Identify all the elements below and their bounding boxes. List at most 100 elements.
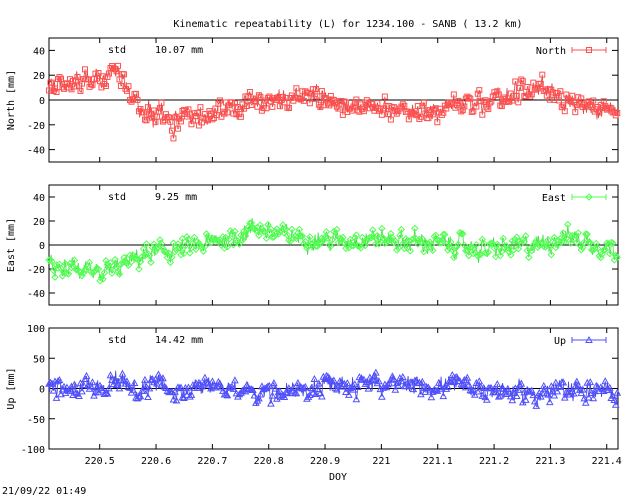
- up-marker: [479, 383, 488, 391]
- east-marker: [567, 239, 575, 247]
- north-marker: [171, 114, 178, 121]
- east-marker: [160, 248, 169, 256]
- up-marker: [346, 384, 355, 392]
- north-y-tick-label: -20: [27, 121, 45, 132]
- east-marker: [279, 221, 287, 229]
- up-marker: [214, 377, 223, 385]
- east-marker: [367, 233, 376, 242]
- north-marker: [590, 97, 597, 104]
- north-marker: [360, 108, 367, 115]
- north-marker: [476, 87, 483, 94]
- up-marker: [88, 378, 97, 386]
- east-y-tick-label: 0: [39, 241, 45, 252]
- east-marker: [613, 253, 621, 262]
- up-marker: [298, 384, 307, 392]
- up-marker: [566, 388, 575, 396]
- east-marker: [525, 253, 533, 262]
- up-marker: [124, 382, 133, 391]
- north-marker: [132, 90, 139, 97]
- north-marker: [614, 110, 621, 117]
- east-marker: [391, 237, 400, 245]
- up-marker: [452, 373, 461, 381]
- up-marker: [195, 378, 203, 386]
- east-marker: [295, 225, 304, 234]
- east-marker: [585, 238, 593, 247]
- up-marker: [574, 381, 583, 389]
- up-marker: [313, 384, 322, 392]
- up-marker: [103, 389, 112, 397]
- east-marker: [441, 230, 449, 239]
- up-marker: [187, 390, 196, 398]
- east-marker: [333, 225, 341, 234]
- up-marker: [521, 395, 530, 403]
- east-marker: [415, 235, 424, 244]
- up-marker: [153, 379, 161, 387]
- north-marker: [539, 71, 546, 78]
- east-marker: [261, 228, 269, 236]
- east-marker: [528, 246, 536, 255]
- up-marker: [292, 389, 301, 397]
- up-marker: [517, 379, 526, 387]
- north-marker: [293, 85, 300, 92]
- north-marker: [215, 100, 222, 107]
- east-y-tick-label: 40: [33, 193, 45, 204]
- up-marker: [605, 383, 614, 391]
- east-marker: [591, 245, 599, 253]
- east-marker: [264, 220, 272, 229]
- north-marker: [401, 102, 408, 109]
- north-marker: [81, 66, 88, 73]
- east-marker: [172, 246, 181, 254]
- up-marker: [115, 384, 124, 392]
- up-marker: [280, 392, 289, 400]
- up-marker: [136, 392, 145, 400]
- east-marker: [487, 239, 496, 247]
- east-marker: [469, 249, 478, 258]
- east-marker: [213, 236, 221, 244]
- up-marker: [458, 380, 467, 388]
- east-marker: [327, 242, 335, 250]
- up-marker: [384, 380, 392, 388]
- east-marker: [268, 233, 277, 241]
- east-marker: [400, 244, 409, 253]
- up-marker: [171, 387, 179, 395]
- up-marker: [364, 384, 373, 392]
- north-marker: [105, 70, 112, 77]
- up-marker: [556, 382, 565, 390]
- north-marker: [306, 100, 313, 107]
- up-marker: [243, 380, 251, 388]
- north-marker: [326, 102, 333, 109]
- up-marker: [144, 392, 152, 400]
- up-marker: [267, 399, 275, 407]
- north-marker: [95, 69, 102, 76]
- east-marker: [267, 225, 275, 233]
- north-marker: [447, 100, 454, 107]
- east-marker: [52, 261, 61, 269]
- up-marker: [141, 375, 149, 383]
- east-marker: [369, 226, 377, 234]
- up-marker: [592, 381, 601, 389]
- north-marker: [335, 105, 342, 112]
- north-marker: [341, 98, 348, 105]
- up-marker: [106, 371, 115, 379]
- north-series-markers: [46, 62, 621, 142]
- east-marker: [94, 265, 103, 273]
- up-marker: [578, 385, 587, 393]
- east-marker: [229, 240, 238, 249]
- east-marker: [349, 242, 358, 250]
- east-marker: [91, 266, 100, 275]
- up-marker: [437, 384, 446, 392]
- up-marker: [509, 389, 518, 397]
- x-tick-label: 221: [372, 456, 390, 467]
- up-marker: [584, 393, 593, 401]
- east-marker: [259, 227, 268, 236]
- up-marker: [223, 391, 232, 399]
- east-marker: [199, 247, 208, 255]
- north-marker: [167, 118, 174, 125]
- east-marker: [169, 239, 178, 247]
- east-marker: [564, 220, 572, 229]
- east-marker: [156, 236, 164, 244]
- up-marker: [529, 391, 538, 399]
- east-marker: [255, 231, 263, 240]
- east-marker: [165, 249, 173, 257]
- north-marker: [53, 88, 60, 95]
